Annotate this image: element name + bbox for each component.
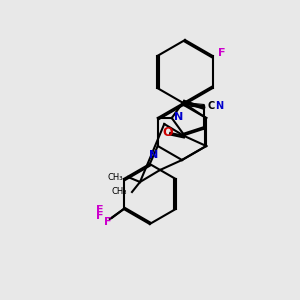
Text: CH₃: CH₃ <box>107 172 123 182</box>
Text: F: F <box>96 211 103 221</box>
Text: O: O <box>162 125 172 139</box>
Text: CH₃: CH₃ <box>112 188 127 196</box>
Text: F: F <box>96 205 104 215</box>
Text: N: N <box>174 112 183 122</box>
Text: C: C <box>207 101 214 111</box>
Text: F: F <box>218 48 225 58</box>
Text: N: N <box>215 101 223 111</box>
Text: F: F <box>104 217 112 227</box>
Text: N: N <box>149 150 158 160</box>
